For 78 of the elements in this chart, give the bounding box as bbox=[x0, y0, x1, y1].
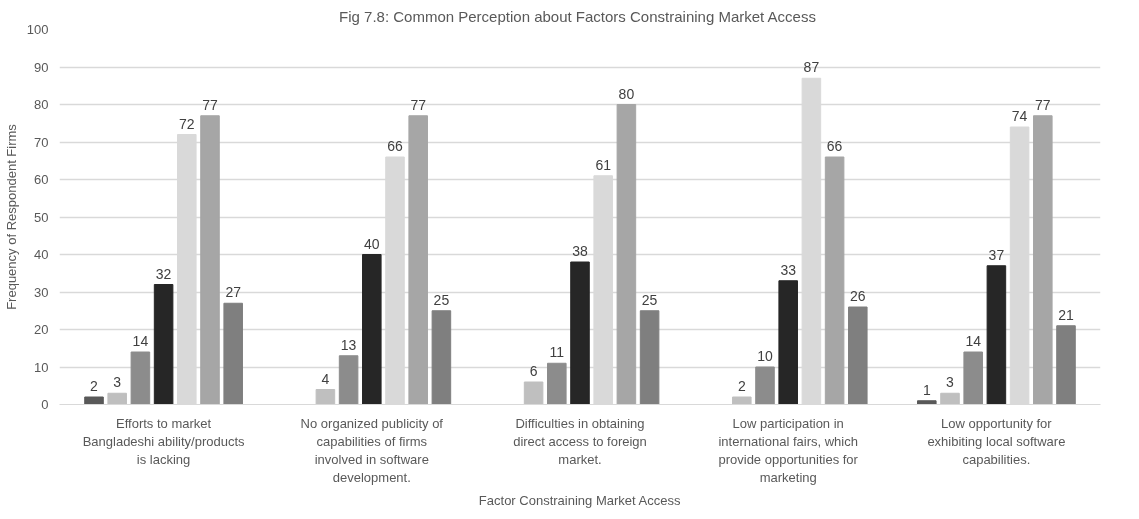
data-label: 74 bbox=[1011, 108, 1028, 124]
data-label: 38 bbox=[572, 243, 588, 259]
data-label: 21 bbox=[1058, 306, 1074, 323]
bar bbox=[940, 392, 960, 405]
bar bbox=[732, 396, 752, 405]
bar bbox=[570, 261, 590, 405]
data-label: 26 bbox=[850, 288, 866, 304]
chart-title: Fig 7.8: Common Perception about Factors Constraining Market Access bbox=[339, 7, 816, 25]
bar bbox=[616, 104, 637, 405]
bar bbox=[1033, 115, 1053, 405]
bar bbox=[338, 355, 359, 405]
y-tick-label: 60 bbox=[34, 172, 49, 187]
bar bbox=[431, 310, 452, 405]
bar bbox=[408, 115, 428, 405]
bar bbox=[130, 351, 151, 405]
bar bbox=[1056, 325, 1076, 405]
bar bbox=[986, 265, 1007, 405]
bar bbox=[778, 280, 798, 405]
data-label: 61 bbox=[595, 156, 612, 173]
y-tick-label: 10 bbox=[34, 359, 49, 375]
data-label: 77 bbox=[202, 96, 218, 113]
data-label: 37 bbox=[988, 246, 1005, 263]
bar bbox=[200, 115, 220, 405]
data-label: 77 bbox=[1035, 96, 1051, 113]
x-tick-label: Efforts to market Bangladeshi ability/products is lacking bbox=[82, 415, 246, 467]
data-label: 66 bbox=[826, 138, 843, 154]
data-label: 1 bbox=[922, 381, 931, 398]
data-label: 14 bbox=[965, 333, 982, 349]
bar bbox=[639, 310, 660, 405]
bar bbox=[84, 396, 104, 405]
data-label: 2 bbox=[90, 378, 99, 394]
data-label: 87 bbox=[803, 59, 820, 76]
data-label: 72 bbox=[179, 115, 195, 132]
y-tick-label: 80 bbox=[34, 97, 49, 112]
data-label: 32 bbox=[155, 265, 172, 282]
data-label: 33 bbox=[780, 261, 797, 278]
x-tick-label: Low opportunity for exhibiting local software capabilities. bbox=[927, 415, 1066, 467]
bar bbox=[315, 389, 336, 405]
data-label: 14 bbox=[132, 333, 149, 349]
y-tick-label: 50 bbox=[34, 209, 49, 225]
data-label: 11 bbox=[549, 344, 565, 361]
y-tick-label: 90 bbox=[34, 59, 49, 75]
data-label: 3 bbox=[113, 374, 122, 391]
data-label: 25 bbox=[641, 291, 658, 308]
data-label: 10 bbox=[757, 348, 773, 364]
data-label: 80 bbox=[618, 85, 635, 102]
bar bbox=[362, 254, 382, 405]
x-tick-label: No organized publicity of capabilities of firms involved in software development. bbox=[300, 415, 444, 485]
bar bbox=[107, 392, 127, 405]
x-axis-title: Factor Constraining Market Access bbox=[478, 492, 681, 508]
data-label: 2 bbox=[737, 378, 746, 394]
data-label: 27 bbox=[225, 284, 242, 301]
data-label: 25 bbox=[433, 291, 450, 308]
y-tick-label: 20 bbox=[34, 322, 49, 337]
data-label: 66 bbox=[387, 138, 403, 154]
x-tick-label: Low participation in international fairs, which provide opportunities for marketing bbox=[718, 415, 859, 485]
data-label: 77 bbox=[410, 96, 427, 113]
bar bbox=[523, 381, 544, 405]
data-label: 40 bbox=[364, 235, 380, 252]
bar bbox=[824, 156, 845, 405]
y-tick-label: 0 bbox=[41, 397, 49, 412]
bar bbox=[963, 351, 983, 405]
y-tick-label: 40 bbox=[34, 247, 49, 262]
y-tick-label: 30 bbox=[34, 284, 49, 300]
x-tick-label: Difficulties in obtaining direct access to foreign market. bbox=[513, 415, 647, 467]
y-axis-title: Frequency of Respondent Firms bbox=[3, 123, 19, 310]
data-label: 13 bbox=[340, 336, 357, 353]
y-tick-label: 100 bbox=[26, 22, 49, 37]
bar bbox=[547, 362, 567, 405]
bar bbox=[848, 306, 868, 405]
bar bbox=[917, 400, 937, 405]
bar bbox=[153, 284, 174, 405]
data-label: 3 bbox=[946, 374, 955, 391]
y-tick-label: 70 bbox=[34, 134, 49, 150]
data-label: 6 bbox=[529, 363, 538, 379]
bar bbox=[223, 302, 243, 405]
data-label: 4 bbox=[321, 370, 330, 387]
bar bbox=[755, 366, 775, 405]
